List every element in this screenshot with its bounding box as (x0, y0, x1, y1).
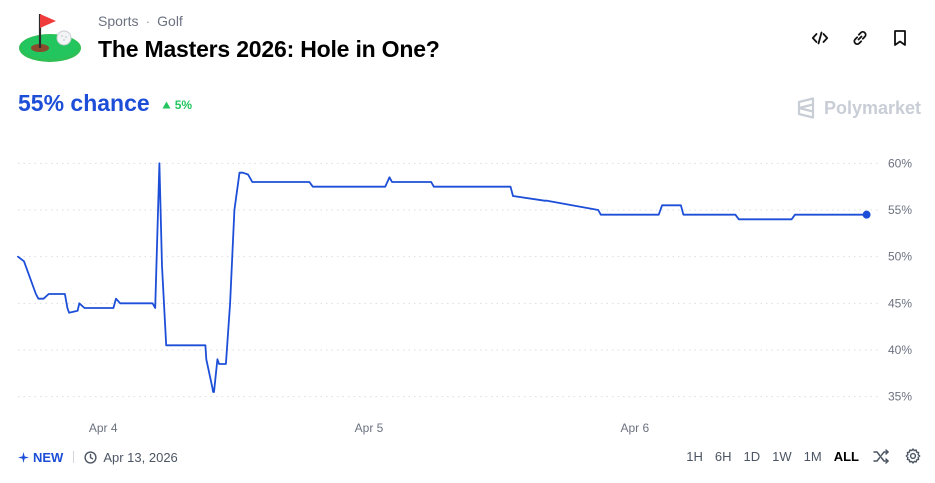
footer-divider (73, 451, 75, 463)
breadcrumb-category[interactable]: Sports (98, 13, 139, 29)
x-tick-label: Apr 4 (89, 421, 118, 435)
range-all[interactable]: ALL (833, 448, 859, 464)
shuffle-icon (872, 448, 889, 464)
page-title: The Masters 2026: Hole in One? (98, 36, 440, 62)
end-date: Apr 13, 2026 (84, 449, 178, 465)
link-icon (853, 30, 867, 46)
clock-icon (84, 450, 97, 464)
chart-footer: NEW Apr 13, 2026 1H 6H 1D 1W 1M ALL (18, 446, 923, 468)
new-badge-button[interactable]: NEW (18, 450, 63, 465)
x-tick-label: Apr 6 (621, 421, 650, 435)
series-endpoint (862, 210, 871, 219)
range-1m[interactable]: 1M (803, 448, 822, 464)
range-6h[interactable]: 6H (714, 448, 732, 464)
new-label: NEW (33, 449, 64, 465)
y-tick-label: 50% (888, 250, 912, 264)
price-history-chart[interactable]: 60% 55% 50% 45% 40% 35% Apr 4 Apr 5 Apr 6 (0, 140, 935, 440)
y-tick-label: 60% (888, 156, 912, 170)
header-actions (810, 28, 910, 48)
change-badge: 5% (162, 98, 192, 112)
probability-summary: 55% chance 5% (18, 90, 192, 117)
gear-icon (905, 448, 921, 464)
shuffle-button[interactable] (871, 446, 891, 466)
range-1h[interactable]: 1H (686, 448, 703, 464)
golf-flag-icon (18, 10, 82, 66)
polymarket-logo-icon (797, 97, 815, 119)
time-range-selector: 1H 6H 1D 1W 1M ALL (686, 446, 923, 466)
sparkle-icon (18, 451, 29, 463)
end-date-text: Apr 13, 2026 (103, 449, 178, 465)
y-tick-label: 40% (888, 343, 912, 357)
breadcrumb-separator: · (145, 13, 151, 29)
settings-button[interactable] (903, 446, 923, 466)
y-tick-label: 35% (888, 390, 912, 404)
range-1w[interactable]: 1W (772, 448, 792, 464)
embed-button[interactable] (810, 28, 830, 48)
range-1d[interactable]: 1D (743, 448, 761, 464)
y-tick-label: 55% (888, 203, 912, 217)
brand-name: Polymarket (823, 97, 921, 118)
copy-link-button[interactable] (850, 28, 870, 48)
bookmark-button[interactable] (890, 28, 910, 48)
x-tick-label: Apr 5 (355, 421, 384, 435)
polymarket-watermark: Polymarket (796, 97, 921, 119)
market-header: Sports · Golf The Masters 2026: Hole in … (18, 8, 918, 68)
breadcrumb: Sports · Golf (98, 13, 183, 29)
triangle-up-icon (162, 101, 171, 109)
change-value: 5% (174, 98, 193, 112)
y-tick-label: 45% (888, 296, 912, 310)
chance-value: 55% chance (18, 90, 150, 116)
code-icon (811, 31, 829, 45)
breadcrumb-subcategory[interactable]: Golf (157, 13, 183, 29)
bookmark-icon (894, 30, 906, 46)
series-line (17, 162, 868, 393)
